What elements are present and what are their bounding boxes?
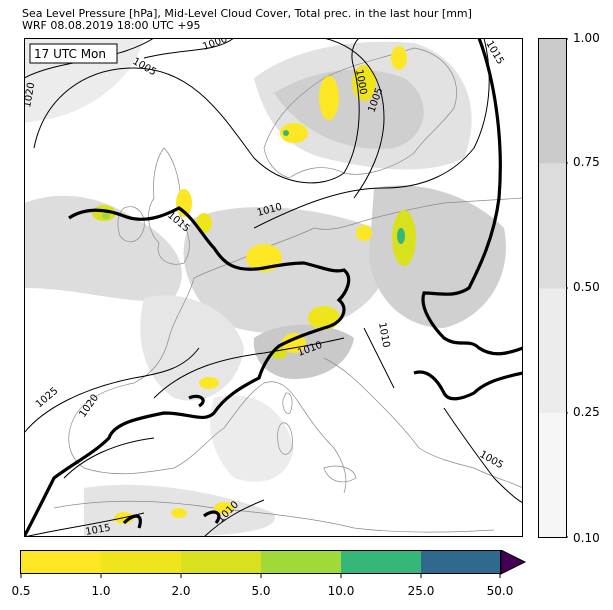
- cloud-area-alps: [253, 324, 354, 379]
- cloud-cover-layer: [24, 38, 506, 537]
- precip-colorbar-band: [21, 551, 101, 573]
- weather-map: 1000 1005 1015 1020 1000 1005 1015 1010 …: [24, 38, 523, 537]
- isobar-bold: [203, 510, 221, 524]
- precip-cell: [199, 377, 219, 389]
- cloud-area-scandinavia-core: [274, 69, 424, 149]
- cloud-colorbar-band: [539, 288, 566, 414]
- precip-colorbar: [20, 550, 527, 578]
- isobar: [253, 38, 490, 229]
- cloud-colorbar-band: [539, 163, 566, 289]
- precip-tick-label: 2.0: [171, 584, 191, 598]
- coast-scandinavia: [263, 47, 457, 179]
- colorbar-frame: [20, 550, 501, 574]
- precip-cell: [214, 502, 234, 514]
- coast-balkans: [323, 357, 523, 489]
- precip-tick-label: 25.0: [407, 584, 435, 598]
- time-label: 17 UTC Mon: [34, 47, 106, 61]
- cloud-tick-label: 0.75: [573, 155, 600, 169]
- colorbar-extend-arrow: [500, 550, 527, 575]
- isobar-label: 1000: [353, 69, 368, 96]
- time-label-box: 17 UTC Mon: [29, 43, 118, 64]
- coastlines: [53, 47, 523, 533]
- isobar: [33, 38, 360, 184]
- precip-colorbar-band: [261, 551, 341, 573]
- coast-continental-north: [193, 197, 523, 279]
- precip-tick-label: 0.5: [11, 584, 31, 598]
- coast-sicily: [323, 465, 357, 483]
- isobar-bold: [24, 206, 351, 537]
- isobar: [63, 437, 155, 479]
- isobar-label: 1020: [24, 82, 37, 109]
- isobar-bold: [188, 394, 205, 408]
- time-label-frame: [29, 43, 118, 64]
- isobar-label: 1010: [376, 322, 391, 349]
- coast-corsica: [282, 392, 293, 414]
- isobar-bold: [413, 370, 523, 401]
- cloud-colorbar-band: [539, 39, 566, 164]
- precip-cell: [391, 46, 407, 70]
- isobar-1015-bold: [24, 38, 523, 537]
- cloud-area-mediterranean: [210, 395, 294, 482]
- precip-colorbar-band: [341, 551, 421, 573]
- precip-cell: [102, 213, 110, 219]
- isobar-bold: [421, 38, 523, 356]
- isobar: [203, 499, 265, 537]
- coast-sardinia: [277, 422, 293, 455]
- cloud-area-atlantic: [24, 195, 182, 301]
- isobars-thin: [24, 38, 523, 537]
- run-info: WRF 08.08.2019 18:00 UTC +95: [22, 19, 201, 32]
- precip-cell: [397, 228, 405, 244]
- chart-title: Sea Level Pressure [hPa], Mid-Level Clou…: [22, 7, 472, 20]
- isobar: [143, 38, 235, 59]
- isobar: [24, 347, 200, 434]
- cloud-tick-label: 0.50: [573, 280, 600, 294]
- precip-colorbar-band: [101, 551, 181, 573]
- coast-iberia-france: [68, 277, 265, 475]
- cloud-area-france: [140, 295, 244, 401]
- precip-cell: [280, 123, 308, 143]
- precip-colorbar-band: [421, 551, 501, 573]
- map-frame: [24, 38, 523, 537]
- coast-north-africa: [53, 500, 495, 533]
- precip-cell: [356, 225, 372, 241]
- cloud-colorbar-band: [539, 413, 566, 538]
- precip-tick-label: 5.0: [251, 584, 271, 598]
- isobar: [323, 38, 385, 199]
- cloud-tick-label: 1.00: [573, 31, 600, 45]
- precip-colorbar-band: [181, 551, 261, 573]
- cloud-cover-colorbar: [538, 38, 568, 538]
- cloud-tick-label: 0.10: [573, 531, 600, 545]
- isobar: [363, 327, 395, 389]
- precip-tick-label: 1.0: [91, 584, 111, 598]
- precip-cell: [283, 130, 289, 136]
- precip-tick-label: 10.0: [327, 584, 355, 598]
- isobar-label: 1015: [85, 523, 112, 537]
- isobar: [443, 407, 523, 504]
- precip-cell: [171, 508, 187, 518]
- cloud-tick-label: 0.25: [573, 405, 600, 419]
- isobar: [153, 337, 345, 399]
- precip-cell: [319, 76, 339, 120]
- precip-tick-label: 50.0: [486, 584, 514, 598]
- coast-italy: [263, 381, 347, 494]
- coast-ireland: [117, 206, 145, 243]
- cloud-area-central-europe: [183, 207, 389, 333]
- isobar-bold: [122, 514, 142, 529]
